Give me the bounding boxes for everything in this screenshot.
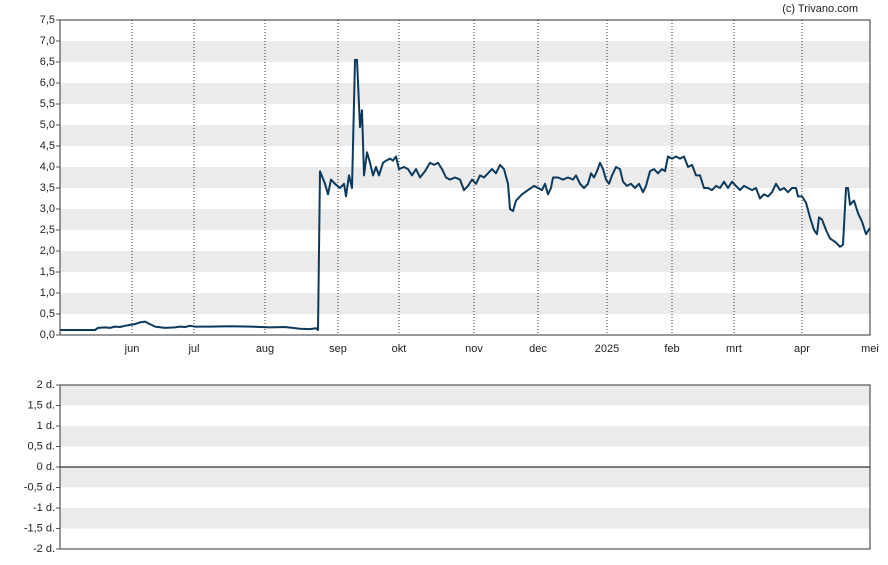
y-tick-label: 4,5: [40, 140, 55, 152]
y-tick-label: 5,5: [40, 98, 55, 110]
grid-band: [60, 125, 870, 146]
y-tick-label: 0,0: [40, 329, 55, 341]
x-tick-label: sep: [329, 343, 347, 355]
x-tick-label: apr: [794, 343, 810, 355]
y-tick-label: 2,5: [40, 224, 55, 236]
grid-band: [60, 251, 870, 272]
price-line: [60, 58, 871, 331]
x-tick-label: jun: [124, 343, 140, 355]
plot-frame: [59, 384, 871, 550]
y-tick-label: -1,5 d.: [24, 522, 55, 534]
x-tick-label: dec: [529, 343, 547, 355]
x-tick-label: jul: [187, 343, 199, 355]
grid-band: [60, 209, 870, 230]
grid-band: [60, 293, 870, 314]
y-tick-label: 0,5 d.: [27, 440, 55, 452]
grid-band: [60, 426, 870, 447]
y-tick-label: 6,5: [40, 56, 55, 68]
y-tick-label: 3,0: [40, 203, 55, 215]
x-tick-label: mrt: [726, 343, 742, 355]
y-tick-label: 1,5: [40, 266, 55, 278]
y-tick-label: 6,0: [40, 77, 55, 89]
grid-band: [60, 467, 870, 488]
grid-band: [60, 83, 870, 104]
y-tick-label: 7,0: [40, 35, 55, 47]
y-tick-label: 7,5: [40, 14, 55, 26]
x-tick-label: okt: [392, 343, 407, 355]
x-tick-label: 2025: [595, 343, 619, 355]
x-tick-label: nov: [465, 343, 483, 355]
y-tick-label: 4,0: [40, 161, 55, 173]
watermark: (c) Trivano.com: [782, 3, 858, 15]
y-tick-label: 0,5: [40, 308, 55, 320]
y-tick-label: 2,0: [40, 245, 55, 257]
y-tick-label: 1 d.: [37, 420, 55, 432]
grid-band: [60, 41, 870, 62]
grid-band: [60, 508, 870, 529]
x-tick-label: mei: [861, 343, 879, 355]
y-tick-label: -2 d.: [33, 543, 55, 555]
x-tick-label: feb: [664, 343, 679, 355]
x-tick-label: aug: [256, 343, 274, 355]
y-tick-label: -1 d.: [33, 502, 55, 514]
y-tick-label: 2 d.: [37, 379, 55, 391]
y-tick-label: 1,5 d.: [27, 399, 55, 411]
grid-band: [60, 167, 870, 188]
y-tick-label: 0 d.: [37, 461, 55, 473]
y-tick-label: 3,5: [40, 182, 55, 194]
y-tick-label: 5,0: [40, 119, 55, 131]
y-tick-label: 1,0: [40, 287, 55, 299]
plot-frame: [59, 19, 871, 336]
grid-band: [60, 385, 870, 406]
y-tick-label: -0,5 d.: [24, 481, 55, 493]
